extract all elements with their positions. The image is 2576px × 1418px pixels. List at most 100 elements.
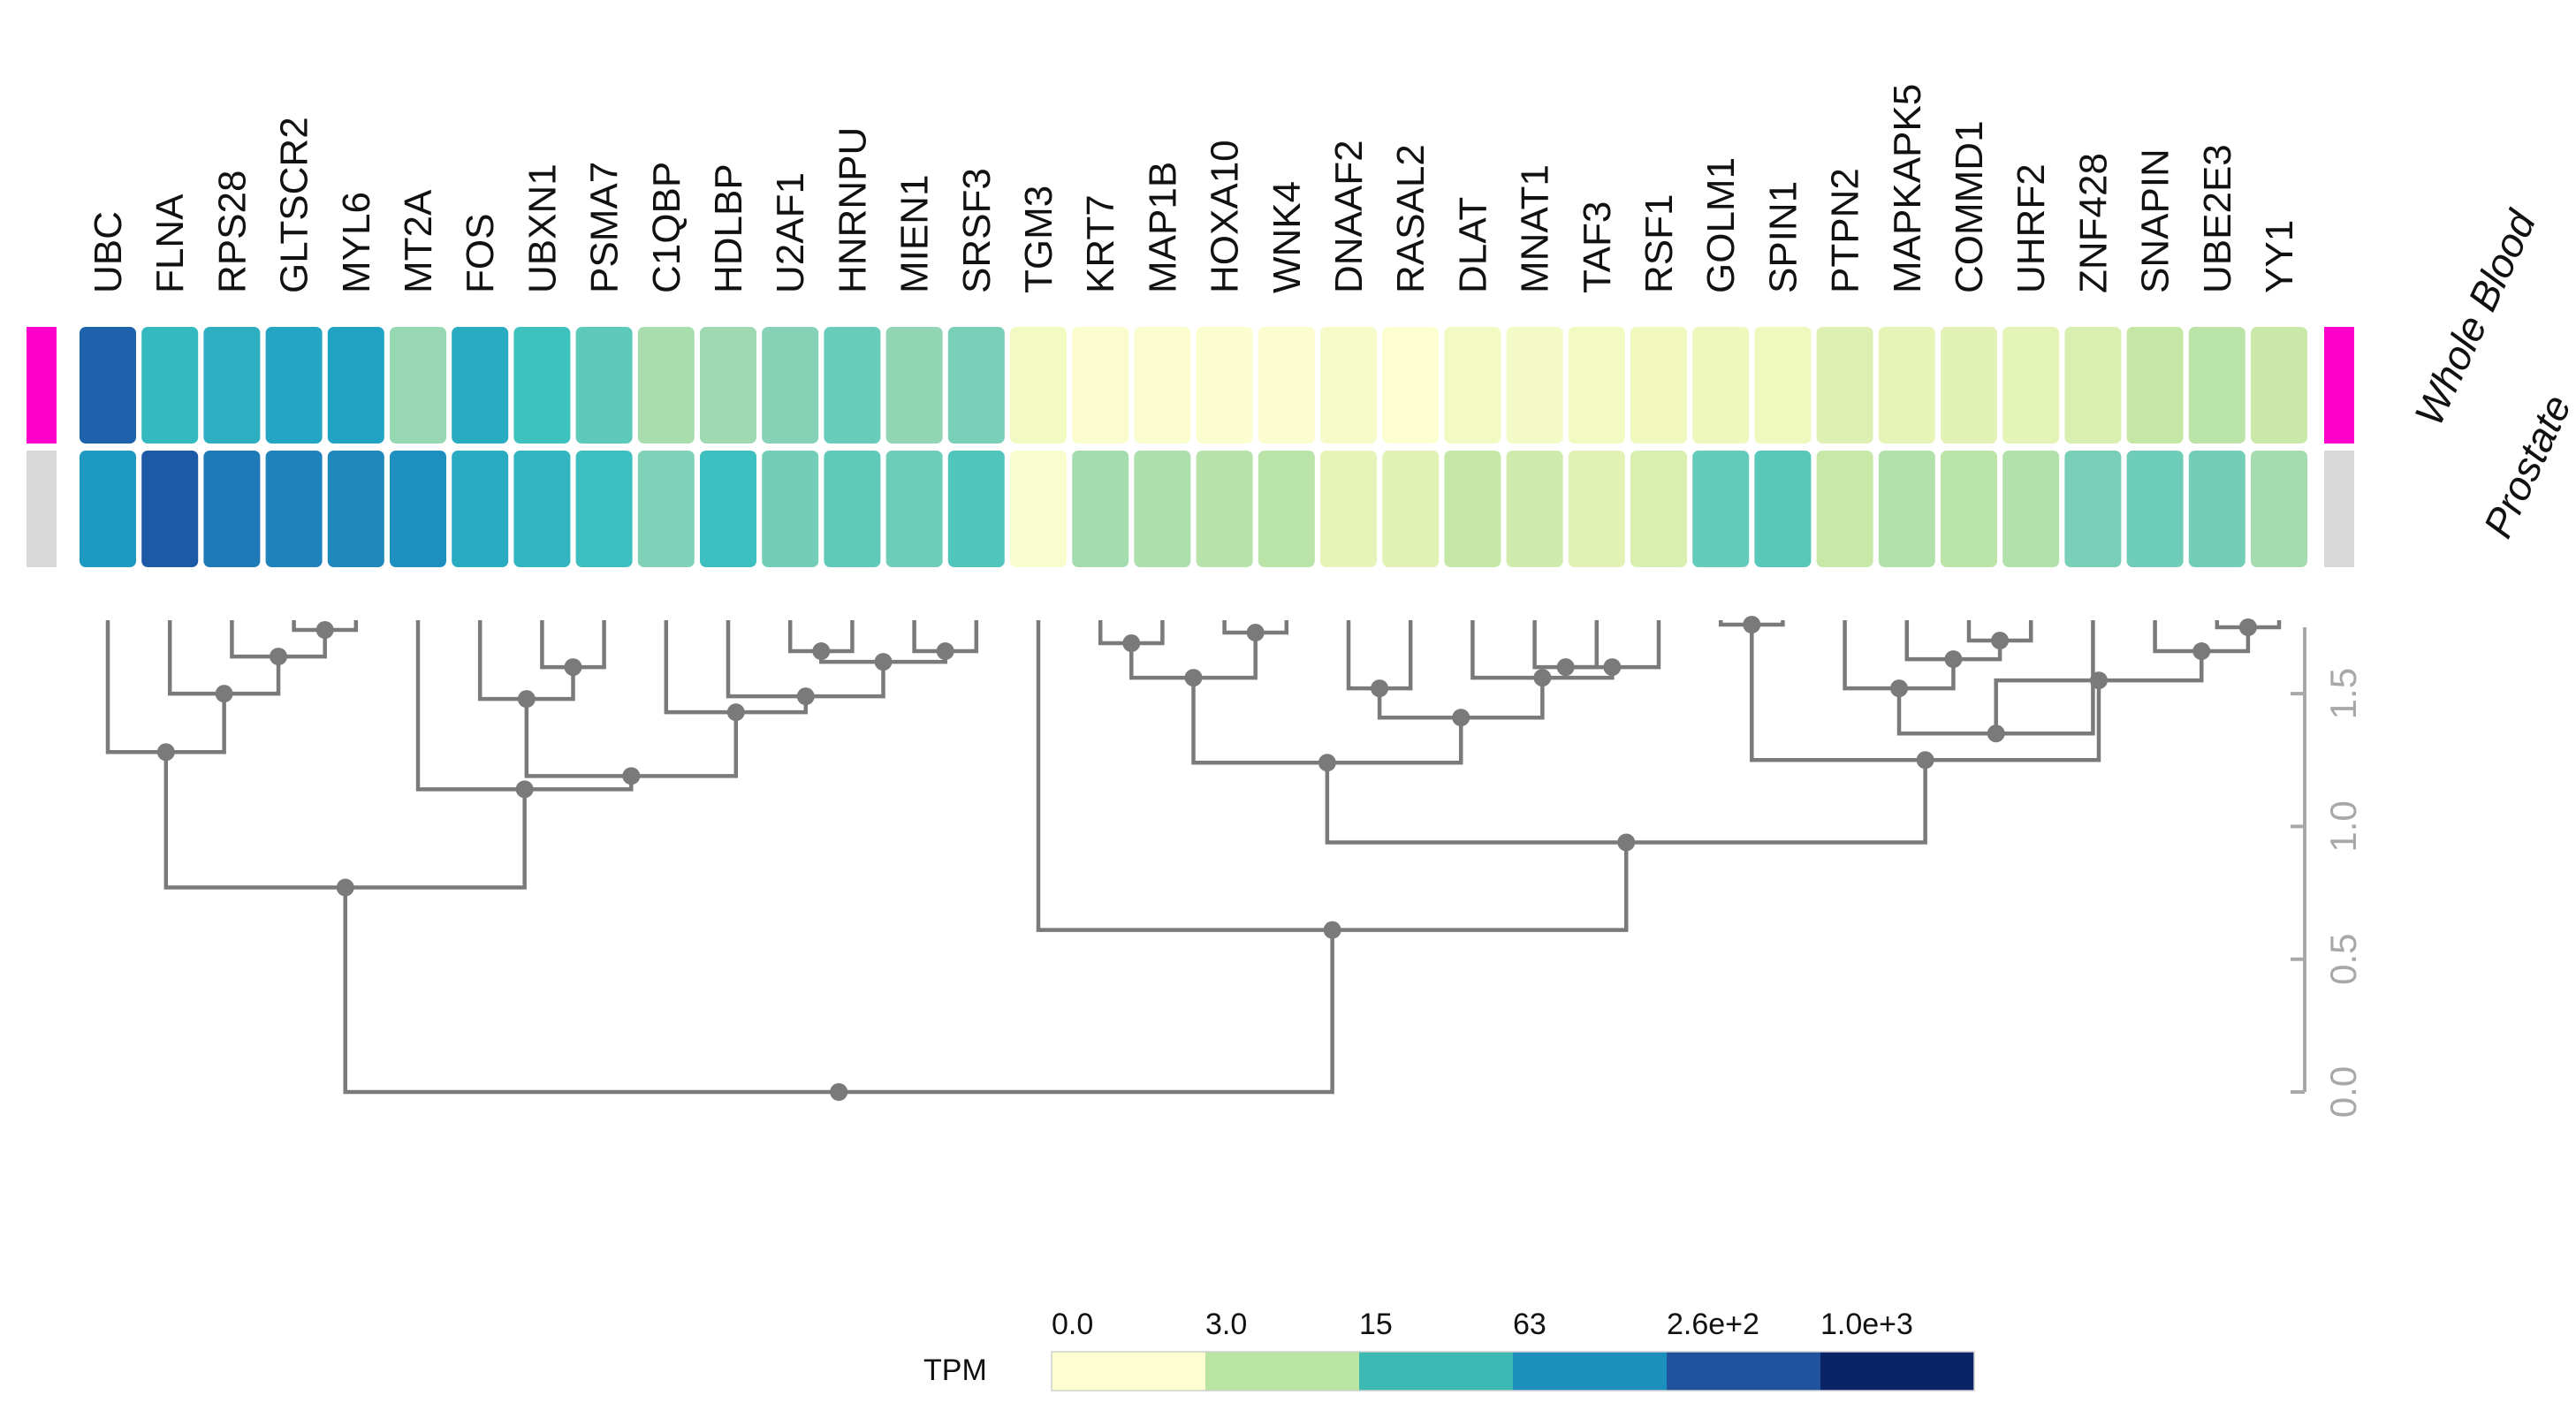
dendrogram-branch [726,620,885,699]
gene-label-gltscr2: GLTSCR2 [273,117,316,293]
gene-labels: UBC FLNA RPS28 GLTSCR2 MYL6 MT2A FOS UBXN1 PSMA7… [87,84,2301,293]
cell-prostate-mt2a [390,451,446,567]
gene-label-ptpn2: PTPN2 [1824,168,1867,293]
tissue-bar-right-whole-blood [2324,327,2354,444]
cell-whole-blood-mt2a [390,327,446,444]
cell-whole-blood-u2af1 [762,327,819,444]
cell-prostate-psma7 [575,451,633,567]
cell-prostate-hnrnpu [824,451,881,567]
gene-label-yy1: YY1 [2258,220,2301,293]
gene-label-u2af1: U2AF1 [769,172,812,293]
axis-tick-label: 0.5 [2322,934,2364,985]
gene-label-srsf3: SRSF3 [955,168,999,293]
cell-prostate-rasal2 [1382,451,1440,567]
legend-tick: 0.0 [1052,1308,1093,1341]
dendrogram-node [936,642,954,661]
gene-label-mnat1: MNAT1 [1514,164,1557,293]
cell-whole-blood-rsf1 [1630,327,1687,444]
cell-prostate-yy1 [2251,451,2307,567]
cell-whole-blood-map1b [1134,327,1191,444]
legend-swatch [1667,1352,1820,1391]
gene-label-map1b: MAP1B [1141,162,1184,293]
dendrogram-branch [1346,620,1413,691]
cell-whole-blood-rasal2 [1382,327,1440,444]
cell-whole-blood-znf428 [2064,327,2122,444]
axis-tick-label: 0.0 [2322,1066,2364,1118]
cell-whole-blood-yy1 [2251,327,2307,444]
tissue-bar-right-prostate [2324,451,2354,567]
cell-prostate-mien1 [885,451,943,567]
dendrogram-node [2089,671,2108,690]
legend-swatch [1820,1352,1974,1391]
cell-whole-blood-mnat1 [1506,327,1563,444]
gene-label-znf428: ZNF428 [2071,153,2115,293]
dendrogram-branch [1191,678,1463,765]
cell-prostate-rps28 [203,451,261,567]
dendrogram-node [812,642,831,661]
gene-label-mien1: MIEN1 [893,175,937,293]
cell-whole-blood-snapin [2126,327,2184,444]
cell-prostate-dnaaf2 [1320,451,1377,567]
cell-prostate-ptpn2 [1816,451,1873,567]
cell-prostate-uhrf2 [2002,451,2060,567]
cell-whole-blood-rps28 [203,327,261,444]
cell-whole-blood-flna [141,327,199,444]
gene-label-dnaaf2: DNAAF2 [1327,140,1371,293]
gene-label-c1qbp: C1QBP [645,162,688,293]
legend-swatch [1359,1352,1513,1391]
dendrogram-node [830,1083,848,1101]
gene-label-rsf1: RSF1 [1638,194,1681,293]
cell-whole-blood-mapkapk5 [1878,327,1935,444]
cell-prostate-srsf3 [947,451,1005,567]
heatmap-cells [80,327,2307,567]
dendrogram-node [2192,642,2211,661]
cell-whole-blood-ptpn2 [1816,327,1873,444]
dendrogram-branch [1843,620,1956,691]
gene-label-myl6: MYL6 [335,192,378,293]
gene-label-fos: FOS [459,214,502,293]
cell-whole-blood-krt7 [1072,327,1129,444]
legend-tick: 3.0 [1205,1308,1247,1341]
gene-label-uhrf2: UHRF2 [2010,163,2053,293]
cell-prostate-tgm3 [1010,451,1067,567]
dendrogram-branch [105,620,226,754]
dendrogram-branch [343,887,1334,1095]
gene-label-mt2a: MT2A [397,189,440,293]
cell-whole-blood-golm1 [1692,327,1750,444]
cell-prostate-commd1 [1941,451,1997,567]
cell-whole-blood-tgm3 [1010,327,1067,444]
cell-prostate-ubc [80,451,136,567]
dendrogram-node [1122,634,1141,653]
cell-prostate-gltscr2 [265,451,323,567]
dendrogram-branch [664,620,808,715]
axis-tick-label: 1.0 [2322,800,2364,852]
cell-prostate-hoxa10 [1196,451,1253,567]
cell-prostate-mapkapk5 [1878,451,1935,567]
gene-label-ube2e3: UBE2E3 [2196,144,2239,293]
gene-label-hoxa10: HOXA10 [1204,140,1247,293]
dendrogram-node [1743,615,1761,633]
cell-whole-blood-wnk4 [1258,327,1315,444]
cell-prostate-hdlbp [700,451,756,567]
cell-prostate-c1qbp [637,451,695,567]
cell-prostate-wnk4 [1258,451,1315,567]
cell-whole-blood-spin1 [1754,327,1812,444]
cell-whole-blood-psma7 [575,327,633,444]
legend-swatch [1052,1352,1205,1391]
gene-label-wnk4: WNK4 [1265,181,1309,293]
cell-whole-blood-dlat [1444,327,1501,444]
cell-whole-blood-ubc [80,327,136,444]
legend-tick: 15 [1359,1308,1393,1341]
legend-title: TPM [923,1354,987,1387]
dendrogram-branch [477,620,575,701]
dendrogram [105,615,2282,1101]
legend-border [1051,1351,1975,1391]
dendrogram-axis: 0.0 0.5 1.0 1.5 [2291,627,2364,1118]
cell-prostate-taf3 [1568,451,1625,567]
gene-label-tgm3: TGM3 [1017,186,1060,293]
gene-label-taf3: TAF3 [1576,201,1619,293]
cell-prostate-flna [141,451,199,567]
cell-prostate-mnat1 [1506,451,1563,567]
cell-whole-blood-srsf3 [947,327,1005,444]
